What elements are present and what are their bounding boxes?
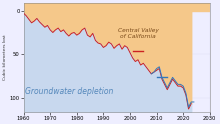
Text: Central Valley
of California: Central Valley of California: [117, 28, 158, 39]
Y-axis label: Cubic kilometers lost: Cubic kilometers lost: [4, 35, 7, 80]
Bar: [24, 3, 210, 11]
Text: Groundwater depletion: Groundwater depletion: [25, 87, 113, 96]
